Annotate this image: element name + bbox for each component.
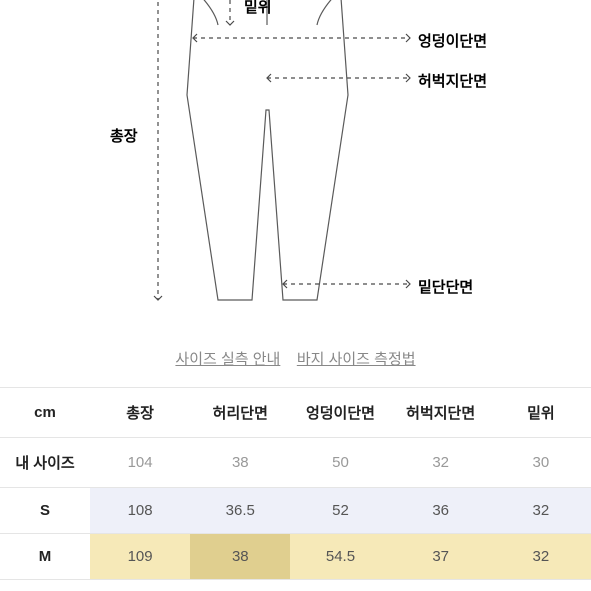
col-rise: 밑위 <box>491 388 591 438</box>
pants-diagram: 밑위 엉덩이단면 허벅지단면 총장 밑단단면 <box>0 0 591 340</box>
guide-links: 사이즈 실측 안내 바지 사이즈 측정법 <box>0 348 591 369</box>
col-hip: 엉덩이단면 <box>290 388 390 438</box>
cell: 32 <box>391 438 491 488</box>
row-label: M <box>0 534 90 580</box>
label-hip: 엉덩이단면 <box>418 30 487 51</box>
size-table: cm 총장 허리단면 엉덩이단면 허벅지단면 밑위 내 사이즈 104 38 5… <box>0 387 591 580</box>
label-rise: 밑위 <box>244 0 272 17</box>
cell: 37 <box>391 534 491 580</box>
col-waist: 허리단면 <box>190 388 290 438</box>
cell: 50 <box>290 438 390 488</box>
table-row-m[interactable]: M 109 38 54.5 37 32 <box>0 534 591 580</box>
cell: 108 <box>90 488 190 534</box>
table-row-mysize: 내 사이즈 104 38 50 32 30 <box>0 438 591 488</box>
table-row-s[interactable]: S 108 36.5 52 36 32 <box>0 488 591 534</box>
col-thigh: 허벅지단면 <box>391 388 491 438</box>
cell: 32 <box>491 534 591 580</box>
cell: 36 <box>391 488 491 534</box>
label-thigh: 허벅지단면 <box>418 70 487 91</box>
label-hem: 밑단단면 <box>418 276 473 297</box>
row-label: 내 사이즈 <box>0 438 90 488</box>
cell: 54.5 <box>290 534 390 580</box>
cell: 32 <box>491 488 591 534</box>
cell: 38 <box>190 534 290 580</box>
link-pants-measure[interactable]: 바지 사이즈 측정법 <box>297 351 416 368</box>
cell: 104 <box>90 438 190 488</box>
cell: 38 <box>190 438 290 488</box>
row-label: S <box>0 488 90 534</box>
cell: 36.5 <box>190 488 290 534</box>
cell: 52 <box>290 488 390 534</box>
cell: 30 <box>491 438 591 488</box>
label-total-length: 총장 <box>110 125 138 146</box>
table-header-row: cm 총장 허리단면 엉덩이단면 허벅지단면 밑위 <box>0 388 591 438</box>
link-size-guide[interactable]: 사이즈 실측 안내 <box>175 351 280 368</box>
cell: 109 <box>90 534 190 580</box>
unit-header: cm <box>0 388 90 438</box>
col-total-length: 총장 <box>90 388 190 438</box>
